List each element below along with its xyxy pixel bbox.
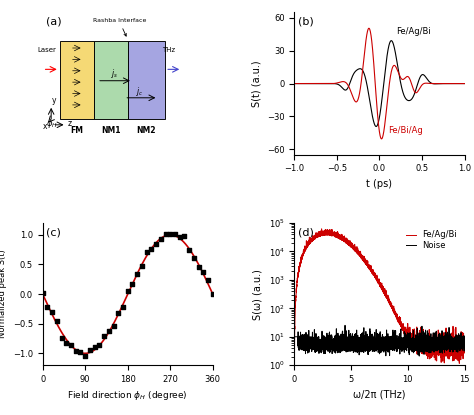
Fe/Ag/Bi [458,343,464,348]
Noise [342,323,348,328]
Noise [357,338,363,343]
Point [67,342,75,348]
Bar [94,41,128,119]
Point [143,249,150,256]
Point [82,353,89,359]
Point [110,323,118,330]
Text: FM: FM [70,126,83,135]
Text: (d): (d) [298,227,314,237]
Noise [292,334,297,339]
Text: (c): (c) [46,227,61,237]
Point [72,347,80,354]
Point [114,310,122,317]
Point [53,317,61,324]
Point [133,271,141,278]
Fe/Ag/Bi [440,341,446,346]
Point [96,342,103,349]
Text: THz: THz [162,47,175,53]
Noise [365,335,370,340]
Point [147,246,155,252]
Fe/Ag/Bi [319,226,325,231]
Bar [128,41,165,119]
Point [157,236,164,243]
Fe/Ag/Bi [321,232,327,237]
Point [181,233,188,240]
Point [195,264,202,270]
Fe/Ag/Bi [462,350,467,355]
Line: Fe/Ag/Bi: Fe/Ag/Bi [294,229,465,364]
Text: (b): (b) [298,17,314,27]
Legend: Fe/Ag/Bi, Noise: Fe/Ag/Bi, Noise [402,227,460,254]
Point [190,254,198,261]
Point [91,344,99,351]
Point [39,290,46,296]
Noise [440,334,446,339]
Text: NM1: NM1 [101,126,120,135]
Point [48,309,56,315]
Text: Laser: Laser [37,47,56,53]
Text: (a): (a) [46,17,62,27]
X-axis label: Field direction $\phi_H$ (degree): Field direction $\phi_H$ (degree) [67,390,188,403]
Fe/Ag/Bi [292,348,297,353]
Text: Fe/Bi/Ag: Fe/Bi/Ag [388,126,423,135]
Point [105,327,113,334]
Fe/Ag/Bi [365,263,370,268]
Point [44,304,51,311]
Bar [60,41,94,119]
Text: x: x [43,122,47,131]
Text: y: y [52,96,56,105]
Point [204,277,212,284]
Noise [458,342,464,347]
Point [63,340,70,347]
Y-axis label: Normalized peak S(t): Normalized peak S(t) [0,250,7,339]
Point [128,281,136,287]
Point [209,291,217,298]
Text: NM2: NM2 [137,126,156,135]
X-axis label: t (ps): t (ps) [366,179,392,189]
Y-axis label: S(ω) (a.u.): S(ω) (a.u.) [253,269,263,320]
Point [86,347,94,353]
Point [119,304,127,310]
Text: $j_c$: $j_c$ [136,85,144,98]
Point [185,247,193,253]
Point [77,349,84,356]
Point [138,263,146,270]
Noise [321,343,327,348]
X-axis label: ω/2π (THz): ω/2π (THz) [353,390,406,400]
Text: Rashba Interface: Rashba Interface [92,18,146,36]
Noise [416,354,422,359]
Point [100,333,108,339]
Text: $j_s$: $j_s$ [111,68,118,81]
Fe/Ag/Bi [357,249,363,254]
Point [152,241,160,247]
Point [176,234,183,240]
Point [58,334,65,341]
Point [162,231,169,237]
Text: Fe/Ag/Bi: Fe/Ag/Bi [396,27,431,36]
Y-axis label: S(t) (a.u.): S(t) (a.u.) [252,60,262,107]
Point [171,231,179,238]
Point [124,288,131,295]
Point [200,269,207,275]
Text: z: z [67,119,72,128]
Noise [462,338,467,343]
Point [166,230,174,237]
Fe/Ag/Bi [311,237,317,242]
Text: $\phi_H$: $\phi_H$ [46,117,58,130]
Fe/Ag/Bi [456,361,462,366]
Line: Noise: Noise [294,325,465,356]
Noise [311,342,317,347]
